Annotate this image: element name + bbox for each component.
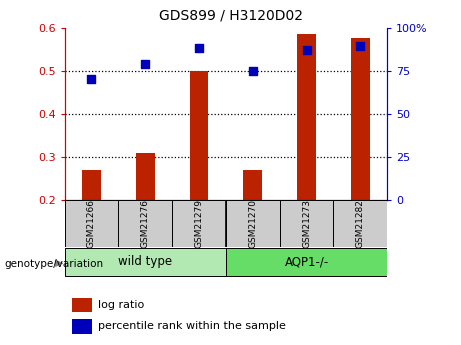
Text: log ratio: log ratio — [98, 300, 144, 310]
Point — [303, 48, 310, 53]
Bar — [72, 319, 92, 334]
Point — [88, 77, 95, 82]
Point — [357, 43, 364, 49]
Text: percentile rank within the sample: percentile rank within the sample — [98, 322, 286, 332]
Bar — [82, 170, 101, 200]
Text: genotype/variation: genotype/variation — [5, 259, 104, 269]
Point — [142, 61, 149, 67]
Bar — [351, 38, 370, 200]
Bar — [65, 248, 226, 276]
Bar — [189, 71, 208, 200]
Text: AQP1-/-: AQP1-/- — [284, 255, 329, 268]
Bar — [226, 200, 280, 247]
Text: GSM21282: GSM21282 — [356, 199, 365, 248]
Point — [249, 68, 256, 73]
Bar — [243, 170, 262, 200]
Bar — [280, 200, 333, 247]
Bar — [72, 298, 92, 312]
Text: wild type: wild type — [118, 255, 172, 268]
Bar — [118, 200, 172, 247]
Bar — [65, 200, 118, 247]
Text: GSM21273: GSM21273 — [302, 199, 311, 248]
Bar — [136, 152, 154, 200]
Text: GDS899 / H3120D02: GDS899 / H3120D02 — [159, 9, 302, 23]
Point — [195, 45, 203, 51]
Bar — [172, 200, 226, 247]
Bar — [226, 248, 387, 276]
Text: GSM21279: GSM21279 — [195, 199, 203, 248]
Text: GSM21276: GSM21276 — [141, 199, 150, 248]
Bar — [297, 34, 316, 200]
Text: GSM21270: GSM21270 — [248, 199, 257, 248]
Text: GSM21266: GSM21266 — [87, 199, 96, 248]
Bar — [333, 200, 387, 247]
